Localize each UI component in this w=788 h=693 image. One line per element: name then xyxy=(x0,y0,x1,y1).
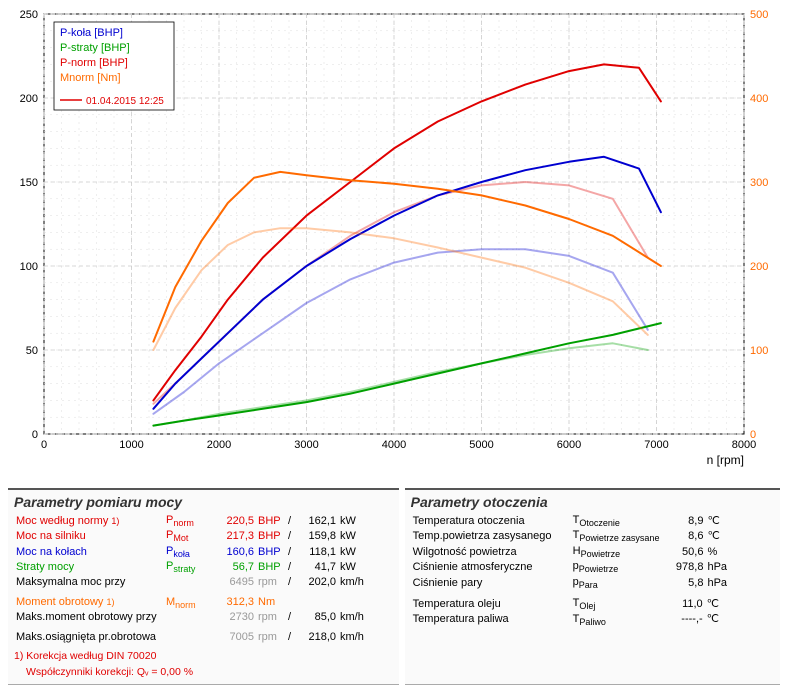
table-row: Maksymalna moc przy6495rpm/202,0km/h xyxy=(14,576,393,590)
env-params-title: Parametry otoczenia xyxy=(411,494,774,510)
table-row: Temperatura otoczeniaTOtoczenie8,9℃ xyxy=(411,514,774,529)
svg-text:n [rpm]: n [rpm] xyxy=(707,453,744,467)
svg-text:P-norm [BHP]: P-norm [BHP] xyxy=(60,57,128,69)
footnote-qv: Współczynniki korekcji: Qᵥ = 0,00 % xyxy=(14,666,393,678)
table-row: Ciśnienie atmosferycznepPowietrze978,8hP… xyxy=(411,560,774,575)
svg-text:0: 0 xyxy=(41,439,47,451)
env-table: Temperatura otoczeniaTOtoczenie8,9℃Temp.… xyxy=(411,514,774,591)
chart-svg: 0100020003000400050006000700080000501001… xyxy=(8,8,780,478)
svg-text:250: 250 xyxy=(20,9,38,21)
parameter-panels: Parametry pomiaru mocy Moc według normy … xyxy=(8,488,780,685)
svg-text:Mnorm [Nm]: Mnorm [Nm] xyxy=(60,72,121,84)
svg-text:0: 0 xyxy=(32,429,38,441)
svg-text:400: 400 xyxy=(750,93,768,105)
power-params-box: Parametry pomiaru mocy Moc według normy … xyxy=(8,488,399,685)
svg-text:200: 200 xyxy=(750,261,768,273)
dyno-chart: 0100020003000400050006000700080000501001… xyxy=(8,8,780,478)
table-row: Maks.moment obrotowy przy2730rpm/85,0km/… xyxy=(14,611,393,625)
svg-text:100: 100 xyxy=(20,261,38,273)
svg-text:5000: 5000 xyxy=(469,439,493,451)
svg-text:3000: 3000 xyxy=(294,439,318,451)
svg-text:P-koła [BHP]: P-koła [BHP] xyxy=(60,27,123,39)
power-params-title: Parametry pomiaru mocy xyxy=(14,494,393,510)
svg-text:P-straty [BHP]: P-straty [BHP] xyxy=(60,42,130,54)
svg-text:0: 0 xyxy=(750,429,756,441)
svg-text:150: 150 xyxy=(20,177,38,189)
env-table-2: Temperatura olejuTOlej11,0℃Temperatura p… xyxy=(411,597,774,628)
svg-text:200: 200 xyxy=(20,93,38,105)
svg-text:50: 50 xyxy=(26,345,38,357)
svg-text:300: 300 xyxy=(750,177,768,189)
svg-text:01.04.2015 12:25: 01.04.2015 12:25 xyxy=(86,96,164,107)
table-row: Moc na silnikuPMot217,3BHP/159,8kW xyxy=(14,529,393,544)
svg-text:1000: 1000 xyxy=(119,439,143,451)
table-row: Temp.powietrza zasysanegoTPowietrze zasy… xyxy=(411,529,774,544)
torque-table: Moment obrotowy 1)Mnorm312,3NmMaks.momen… xyxy=(14,596,393,625)
table-row: Temperatura olejuTOlej11,0℃ xyxy=(411,597,774,612)
speed-table: Maks.osiągnięta pr.obrotowa7005rpm/218,0… xyxy=(14,631,393,645)
table-row: Ciśnienie parypPara5,8hPa xyxy=(411,576,774,591)
table-row: Temperatura paliwaTPaliwo----,-℃ xyxy=(411,613,774,628)
footnote-din: 1) Korekcja według DIN 70020 xyxy=(14,650,393,662)
svg-text:100: 100 xyxy=(750,345,768,357)
env-params-box: Parametry otoczenia Temperatura otoczeni… xyxy=(405,488,780,685)
svg-text:500: 500 xyxy=(750,9,768,21)
power-table: Moc według normy 1)Pnorm220,5BHP/162,1kW… xyxy=(14,514,393,590)
svg-text:2000: 2000 xyxy=(207,439,231,451)
table-row: Moc według normy 1)Pnorm220,5BHP/162,1kW xyxy=(14,514,393,529)
table-row: Moment obrotowy 1)Mnorm312,3Nm xyxy=(14,596,393,611)
table-row: Wilgotność powietrzaHPowietrze50,6% xyxy=(411,545,774,560)
svg-text:4000: 4000 xyxy=(382,439,406,451)
svg-text:7000: 7000 xyxy=(644,439,668,451)
table-row: Moc na kołachPkoła160,6BHP/118,1kW xyxy=(14,545,393,560)
table-row: Straty mocyPstraty56,7BHP/41,7kW xyxy=(14,560,393,575)
svg-text:6000: 6000 xyxy=(557,439,581,451)
table-row: Maks.osiągnięta pr.obrotowa7005rpm/218,0… xyxy=(14,631,393,645)
